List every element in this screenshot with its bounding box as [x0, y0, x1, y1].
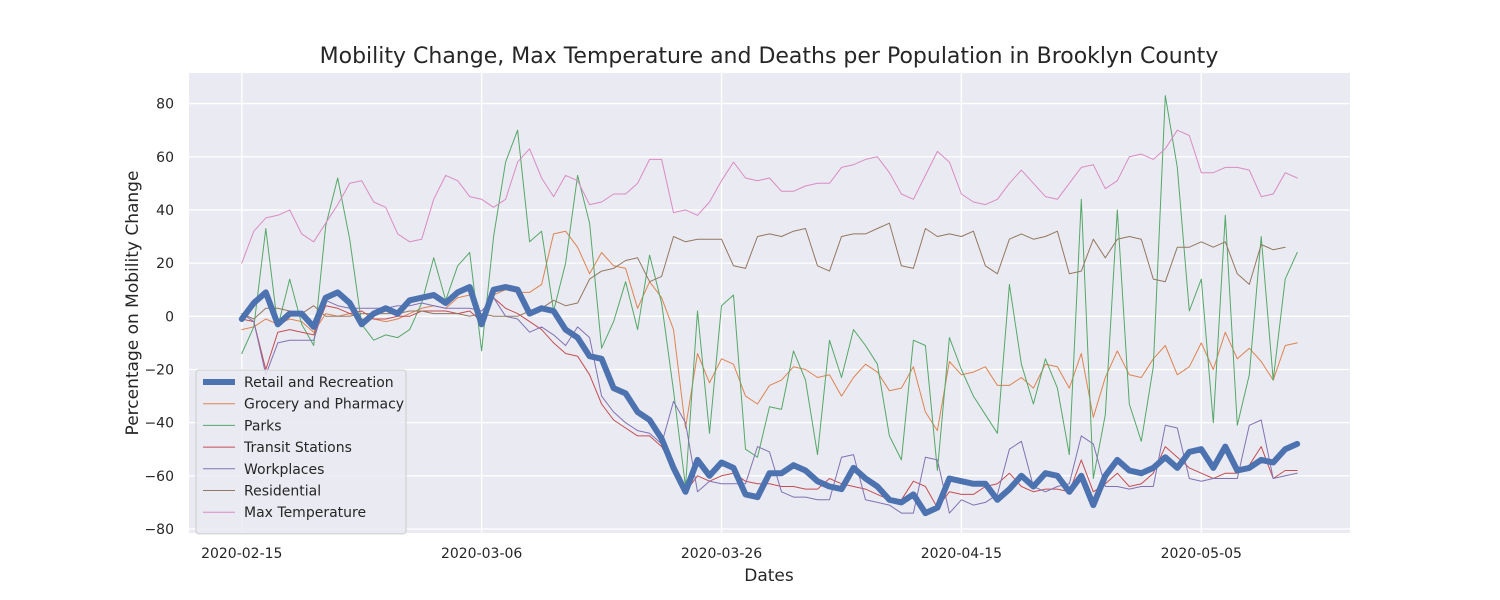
- chart-title: Mobility Change, Max Temperature and Dea…: [320, 44, 1219, 69]
- legend-label-transit-stations: Transit Stations: [243, 440, 352, 456]
- y-tick-label: −40: [144, 416, 174, 432]
- series-line-residential: [241, 222, 1286, 320]
- y-tick-label: −80: [144, 522, 174, 538]
- x-tick-label: 2020-05-05: [1161, 546, 1242, 562]
- series-line-transit-stations: [241, 297, 1298, 509]
- y-tick-label: 0: [165, 309, 174, 325]
- series-line-max-temperature: [241, 129, 1298, 264]
- x-tick-label: 2020-03-06: [441, 546, 522, 562]
- y-tick-label: −60: [144, 469, 174, 485]
- y-tick-label: 60: [156, 150, 174, 166]
- y-ticks: 80 60 40 20 0 −20 −40 −60 −80: [144, 97, 174, 538]
- x-tick-label: 2020-04-15: [921, 546, 1002, 562]
- y-tick-label: 80: [156, 97, 174, 113]
- legend-label-grocery-and-pharmacy: Grocery and Pharmacy: [244, 397, 404, 413]
- series-layer: [238, 95, 1301, 517]
- legend-box: [195, 369, 407, 535]
- y-tick-label: 20: [156, 256, 174, 272]
- y-tick-label: 40: [156, 203, 174, 219]
- y-axis-label: Percentage on Mobility Change: [123, 171, 143, 436]
- legend: Retail and Recreation Grocery and Pharmac…: [195, 369, 407, 535]
- y-tick-label: −20: [144, 362, 174, 378]
- x-tick-label: 2020-02-15: [201, 546, 282, 562]
- series-line-retail-and-recreation: [238, 284, 1301, 517]
- legend-label-parks: Parks: [244, 418, 282, 434]
- legend-label-max-temperature: Max Temperature: [244, 505, 366, 521]
- legend-label-retail-and-recreation: Retail and Recreation: [244, 375, 394, 391]
- series-line-parks: [241, 95, 1298, 487]
- x-tick-label: 2020-03-26: [681, 546, 762, 562]
- series-line-workplaces: [241, 297, 1298, 514]
- x-axis-label: Dates: [744, 566, 794, 586]
- x-ticks: 2020-02-15 2020-03-06 2020-03-26 2020-04-15…: [201, 546, 1242, 562]
- legend-label-residential: Residential: [244, 484, 321, 500]
- legend-label-workplaces: Workplaces: [244, 462, 324, 478]
- series-line-grocery-and-pharmacy: [241, 230, 1298, 432]
